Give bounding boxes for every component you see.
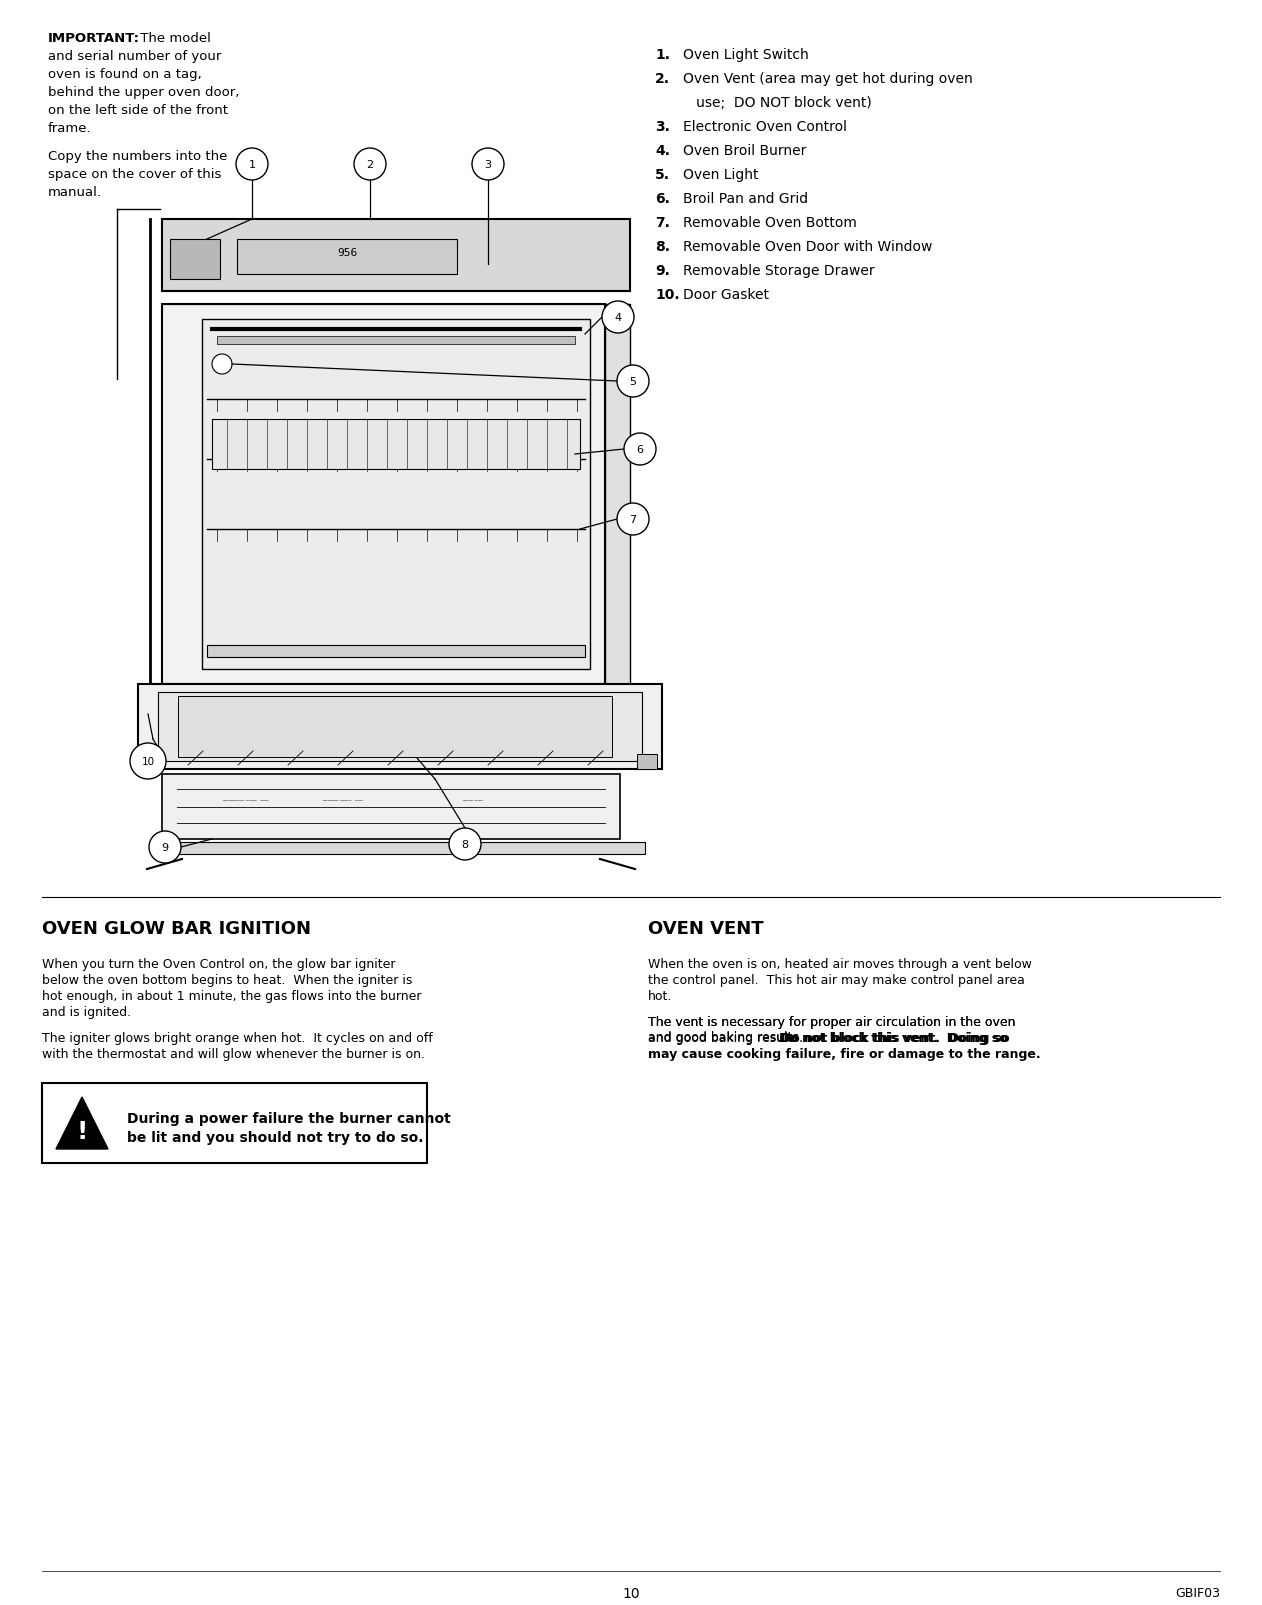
Text: may cause cooking failure, fire or damage to the range.: may cause cooking failure, fire or damag… [647,1048,1041,1061]
Text: be lit and you should not try to do so.: be lit and you should not try to do so. [127,1130,424,1144]
Text: Removable Oven Bottom: Removable Oven Bottom [683,215,857,230]
Bar [156,843,645,854]
Text: 8: 8 [462,839,468,849]
Text: 3.: 3. [655,120,670,133]
Circle shape [472,149,504,181]
Text: 3: 3 [485,160,491,170]
Bar [138,685,663,769]
Bar [178,697,612,758]
Text: ______ ____  ___: ______ ____ ___ [322,794,363,799]
Text: 5.: 5. [655,169,670,181]
Text: 4: 4 [615,313,622,323]
Text: The vent is necessary for proper air circulation in the oven: The vent is necessary for proper air cir… [647,1016,1016,1029]
Circle shape [623,433,656,465]
Text: Oven Vent (area may get hot during oven: Oven Vent (area may get hot during oven [683,72,973,87]
Text: space on the cover of this: space on the cover of this [48,169,221,181]
Circle shape [149,831,180,863]
Circle shape [236,149,268,181]
Bar [162,775,620,839]
Text: Removable Storage Drawer: Removable Storage Drawer [683,263,875,278]
Bar [207,645,586,658]
Text: the control panel.  This hot air may make control panel area: the control panel. This hot air may make… [647,973,1025,987]
Text: 2.: 2. [655,72,670,87]
Text: 7: 7 [630,515,636,525]
Text: with the thermostat and will glow whenever the burner is on.: with the thermostat and will glow whenev… [42,1048,425,1061]
Circle shape [212,355,232,374]
Text: Broil Pan and Grid: Broil Pan and Grid [683,193,808,205]
Text: and good baking results.: and good baking results. [647,1032,811,1045]
Text: 6: 6 [636,445,644,454]
Text: Do not block this vent.  Doing so: Do not block this vent. Doing so [781,1032,1010,1045]
Bar [604,305,630,685]
Text: 4.: 4. [655,144,670,157]
Text: During a power failure the burner cannot: During a power failure the burner cannot [127,1111,451,1125]
Text: 9.: 9. [655,263,670,278]
Bar [637,754,658,769]
Text: oven is found on a tag,: oven is found on a tag, [48,67,202,80]
Text: and is ignited.: and is ignited. [42,1005,131,1018]
Bar [237,239,457,274]
Text: 10: 10 [622,1586,640,1600]
Text: on the left side of the front: on the left side of the front [48,104,228,117]
Circle shape [617,504,649,536]
Text: 9: 9 [162,843,169,852]
Text: Oven Broil Burner: Oven Broil Burner [683,144,806,157]
Bar [162,305,604,685]
Text: 7.: 7. [655,215,670,230]
Text: 956: 956 [337,247,357,258]
Text: Removable Oven Door with Window: Removable Oven Door with Window [683,239,933,254]
Text: manual.: manual. [48,186,102,199]
Polygon shape [63,1103,101,1146]
Text: The model: The model [136,32,211,45]
Text: hot enough, in about 1 minute, the gas flows into the burner: hot enough, in about 1 minute, the gas f… [42,989,422,1003]
Text: below the oven bottom begins to heat.  When the igniter is: below the oven bottom begins to heat. Wh… [42,973,413,987]
Text: and serial number of your: and serial number of your [48,50,221,63]
Text: Copy the numbers into the: Copy the numbers into the [48,149,227,162]
Text: Do not block this vent.  Doing so: Do not block this vent. Doing so [780,1032,1008,1045]
Text: The igniter glows bright orange when hot.  It cycles on and off: The igniter glows bright orange when hot… [42,1032,433,1045]
Bar [217,337,575,345]
Circle shape [449,828,481,860]
Text: GBIF03: GBIF03 [1175,1586,1220,1599]
Text: OVEN VENT: OVEN VENT [647,920,764,937]
Text: ________ ____  ___: ________ ____ ___ [222,794,269,799]
Circle shape [602,302,634,334]
Text: 1: 1 [249,160,255,170]
Bar [212,421,581,470]
Bar [42,1083,427,1164]
Text: hot.: hot. [647,989,673,1003]
Bar [170,239,220,279]
Text: ____ ___: ____ ___ [462,794,483,799]
Bar [158,693,642,761]
Text: Oven Light: Oven Light [683,169,758,181]
Bar [162,220,630,292]
Text: 6.: 6. [655,193,670,205]
Circle shape [130,743,167,780]
Polygon shape [56,1098,109,1149]
Text: When the oven is on, heated air moves through a vent below: When the oven is on, heated air moves th… [647,958,1032,971]
Text: 10: 10 [141,756,154,767]
Text: behind the upper oven door,: behind the upper oven door, [48,87,240,100]
Text: OVEN GLOW BAR IGNITION: OVEN GLOW BAR IGNITION [42,920,310,937]
Text: When you turn the Oven Control on, the glow bar igniter: When you turn the Oven Control on, the g… [42,958,395,971]
Text: 2: 2 [366,160,374,170]
Text: Oven Light Switch: Oven Light Switch [683,48,809,63]
Text: 8.: 8. [655,239,670,254]
Text: use;  DO NOT block vent): use; DO NOT block vent) [683,96,872,109]
Text: The vent is necessary for proper air circulation in the oven
and good baking res: The vent is necessary for proper air cir… [647,1016,1016,1043]
Text: 1.: 1. [655,48,670,63]
Text: Door Gasket: Door Gasket [683,287,769,302]
Text: Electronic Oven Control: Electronic Oven Control [683,120,847,133]
Text: 5: 5 [630,377,636,387]
Circle shape [617,366,649,398]
Text: frame.: frame. [48,122,92,135]
Circle shape [355,149,386,181]
Text: !: ! [76,1119,87,1143]
Text: IMPORTANT:: IMPORTANT: [48,32,140,45]
Bar [202,319,591,669]
Text: 10.: 10. [655,287,680,302]
